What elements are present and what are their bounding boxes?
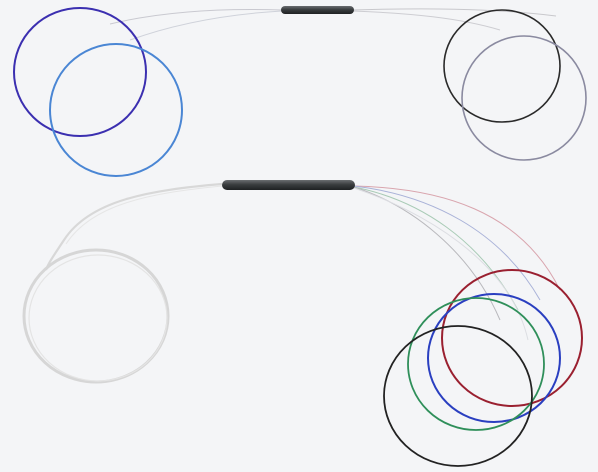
red-fiber-coil — [441, 269, 583, 407]
black-fiber-coil — [443, 9, 561, 123]
black-fiber-coil-large — [383, 325, 533, 467]
white-fiber-coil — [22, 248, 170, 384]
large-splitter — [22, 180, 583, 467]
large-splitter-output-lead-blue — [353, 185, 541, 301]
navy-fiber-coil — [427, 293, 561, 423]
small-splitter-output-lead-b — [351, 10, 501, 31]
large-splitter-output-lead-red — [353, 185, 561, 291]
large-splitter-output-lead-black — [353, 186, 501, 321]
grey-fiber-coil — [461, 35, 587, 161]
small-splitter — [13, 6, 587, 177]
small-splitter-input-lead-b — [129, 10, 283, 41]
large-splitter-input-lead — [44, 182, 223, 271]
small-splitter-tube — [281, 6, 354, 14]
small-splitter-output-lead-a — [351, 8, 557, 17]
large-splitter-input-lead-shadow — [65, 185, 223, 245]
blue-fiber-coil — [13, 7, 147, 137]
large-splitter-tube — [222, 180, 355, 190]
small-splitter-input-lead-a — [109, 9, 283, 25]
light-blue-fiber-coil — [49, 43, 183, 177]
white-fiber-coil-inner — [28, 254, 168, 382]
green-fiber-coil — [407, 297, 545, 431]
